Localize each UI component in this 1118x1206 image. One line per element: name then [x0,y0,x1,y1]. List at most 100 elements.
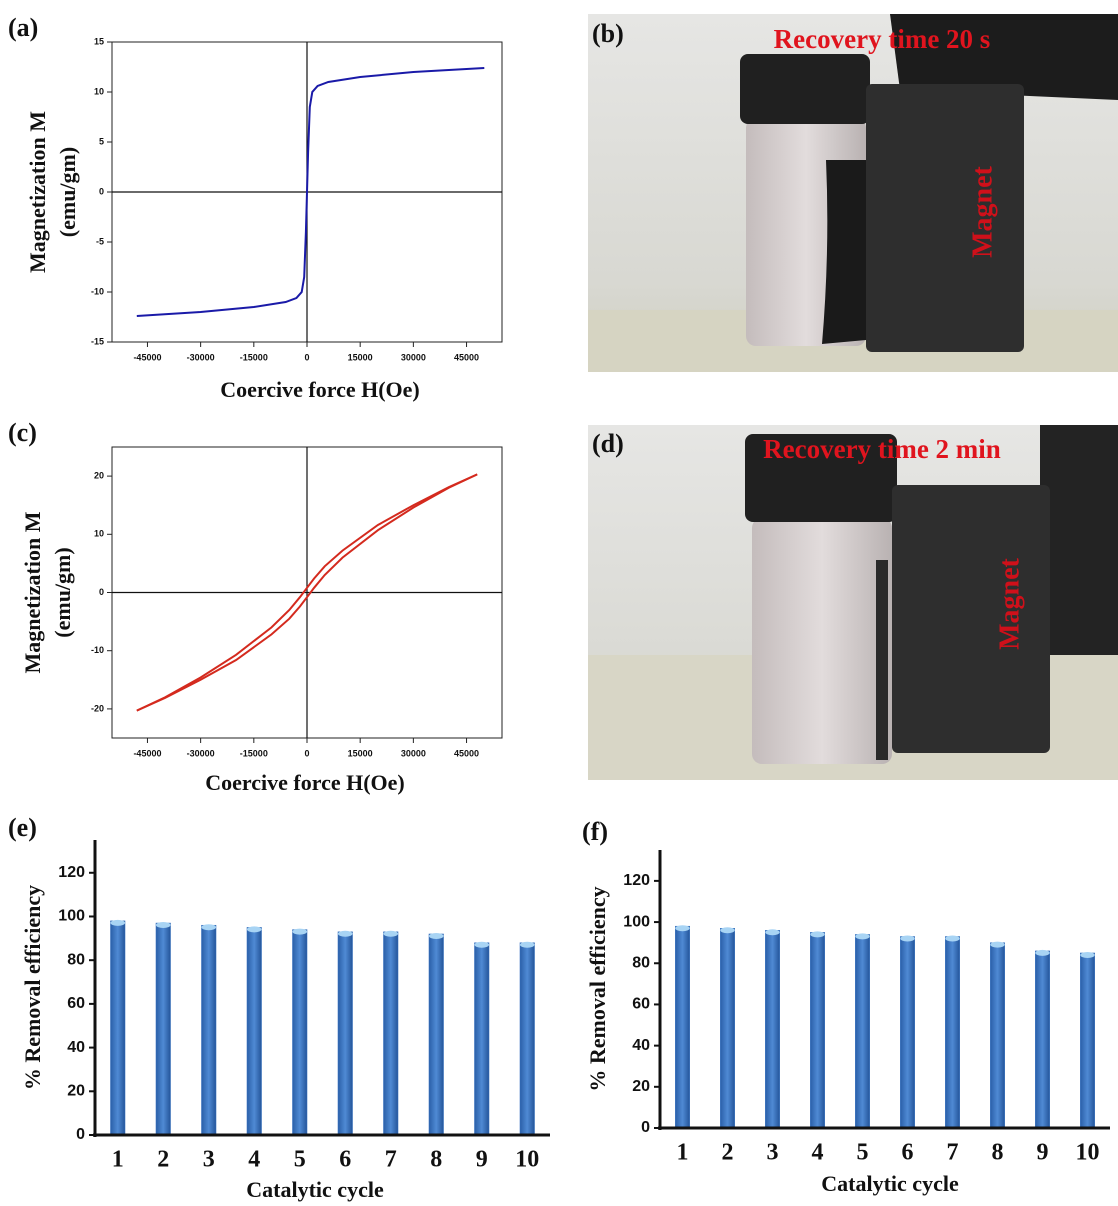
bar-cap [155,922,171,929]
y-axis-title: (emu/gm) [50,547,75,637]
bar [519,942,535,1136]
bar-cap [201,924,217,931]
x-tick-label: 10 [1076,1140,1100,1166]
y-tick-label: 40 [632,1037,650,1054]
magnet-block [866,84,1024,352]
y-tick-label: 0 [641,1119,650,1136]
data-line [136,473,478,712]
x-tick-label: 1 [677,1140,689,1166]
bar-cap [1035,949,1050,956]
vial-cap [740,54,870,124]
x-tick-label: 9 [476,1147,488,1173]
x-tick-label: 6 [339,1147,351,1173]
bar [246,927,262,1136]
y-tick-label: 80 [632,954,650,971]
bar [900,936,915,1129]
y-tick-label: 5 [99,136,104,146]
y-tick-label: 120 [623,872,650,889]
x-tick-label: 2 [157,1147,169,1173]
x-axis-title: Coercive force H(Oe) [205,770,405,795]
y-tick-label: 100 [58,908,85,925]
y-axis-title: Magnetization M [25,111,50,273]
vial [752,518,892,764]
bar-cap [945,935,960,942]
magnet-label: Magnet [994,557,1025,649]
y-axis-title: (emu/gm) [55,147,80,237]
bar-cap [474,941,490,948]
x-tick-label: 7 [385,1147,397,1173]
bar [855,934,870,1129]
bar-cap [1080,951,1095,958]
vial-cap [745,434,897,522]
panel-label: (f) [582,817,608,846]
bar [201,924,217,1136]
bar [1080,952,1095,1129]
bar [155,922,171,1136]
bar [1035,950,1050,1129]
photo-b: (b) Recovery time 20 s Magnet [588,14,1118,372]
data-line [136,473,478,712]
x-tick-label: 15000 [348,352,373,362]
x-tick-label: 7 [947,1140,959,1166]
bar-cap [720,927,735,934]
bar [337,931,353,1136]
x-tick-label: 0 [304,352,309,362]
bar-cap [765,929,780,936]
bar-cap [900,935,915,942]
magnetic-deposit [822,160,866,344]
x-tick-label: 45000 [454,352,479,362]
panel-label: (c) [8,418,37,447]
x-tick-label: 4 [248,1147,260,1173]
y-axis-title: % Removal efficiency [585,886,610,1091]
y-axis-title: Magnetization M [20,511,45,673]
x-tick-label: 0 [304,748,309,758]
dark-corner [890,14,1118,100]
x-tick-label: -15000 [240,748,268,758]
x-tick-label: -15000 [240,352,268,362]
y-tick-label: -15 [91,336,104,346]
y-tick-label: 120 [58,864,85,881]
data-line [136,67,485,317]
x-tick-label: -30000 [187,748,215,758]
x-tick-label: 4 [812,1140,824,1166]
x-tick-label: 30000 [401,352,426,362]
x-tick-label: 3 [767,1140,779,1166]
y-tick-label: 0 [99,587,104,597]
bar-cap [110,919,126,926]
bar [675,925,690,1129]
y-tick-label: 60 [632,996,650,1013]
x-tick-label: -45000 [133,352,161,362]
bar-cap [675,925,690,932]
y-tick-label: -10 [91,286,104,296]
x-tick-label: 30000 [401,748,426,758]
x-tick-label: -45000 [133,748,161,758]
x-tick-label: 5 [294,1147,306,1173]
bar [428,933,444,1136]
y-tick-label: 15 [94,36,104,46]
y-tick-label: -10 [91,645,104,655]
bar-cap [519,941,535,948]
y-axis-title: % Removal efficiency [20,885,45,1090]
bar [810,932,825,1129]
y-tick-label: 40 [67,1039,85,1056]
y-tick-label: 80 [67,951,85,968]
x-tick-label: 10 [515,1147,539,1173]
photo-d: (d) Recovery time 2 min Magnet [588,425,1118,780]
y-tick-label: 100 [623,913,650,930]
y-tick-label: 20 [94,470,104,480]
bar [110,920,126,1136]
bar-cap [246,926,262,933]
x-tick-label: 8 [992,1140,1004,1166]
x-tick-label: 6 [902,1140,914,1166]
x-tick-label: -30000 [187,352,215,362]
bar-cap [428,932,444,939]
y-tick-label: 10 [94,86,104,96]
bar [945,936,960,1129]
y-tick-label: -20 [91,703,104,713]
x-tick-label: 9 [1037,1140,1049,1166]
panel-label: (d) [592,429,624,458]
panel-label: (b) [592,19,624,48]
bar [383,931,399,1136]
x-tick-label: 5 [857,1140,869,1166]
